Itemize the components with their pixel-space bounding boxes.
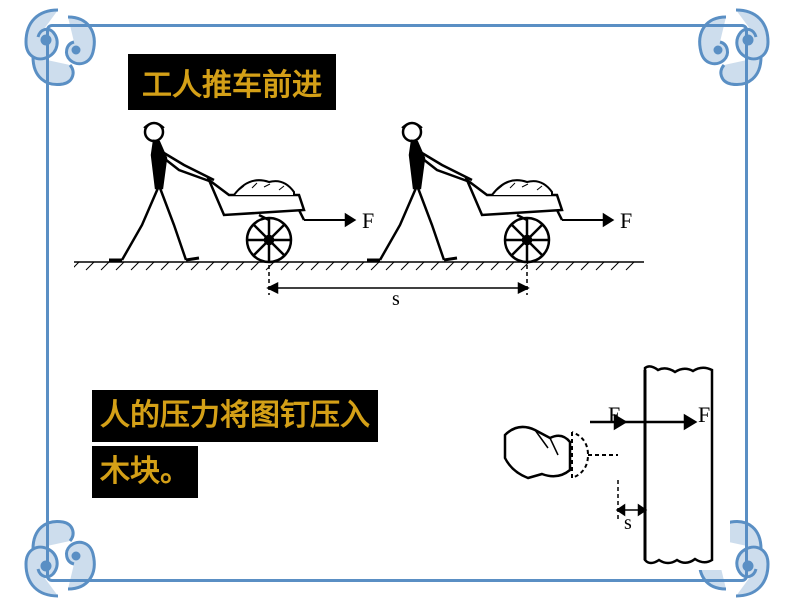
worker-distance-label: s [392, 288, 400, 311]
subtitle-line-2: 木块。 [92, 446, 198, 498]
pin-force-label-1: F [608, 402, 620, 428]
pin-force-label-2: F [698, 402, 710, 428]
subtitle-line-1: 人的压力将图钉压入 [92, 390, 378, 442]
pin-distance-label: s [624, 512, 632, 535]
subtitle-box: 人的压力将图钉压入 木块。 [92, 390, 378, 502]
corner-ornament-bl [18, 514, 108, 604]
worker-force-label-1: F [362, 208, 374, 234]
title-text: 工人推车前进 [142, 69, 322, 102]
corner-ornament-tr [686, 2, 776, 92]
title-box: 工人推车前进 [128, 54, 336, 110]
worker-force-label-2: F [620, 208, 632, 234]
worker-diagram: F F s [74, 110, 644, 310]
corner-ornament-tl [18, 2, 108, 92]
pin-diagram: F F s [500, 360, 730, 570]
